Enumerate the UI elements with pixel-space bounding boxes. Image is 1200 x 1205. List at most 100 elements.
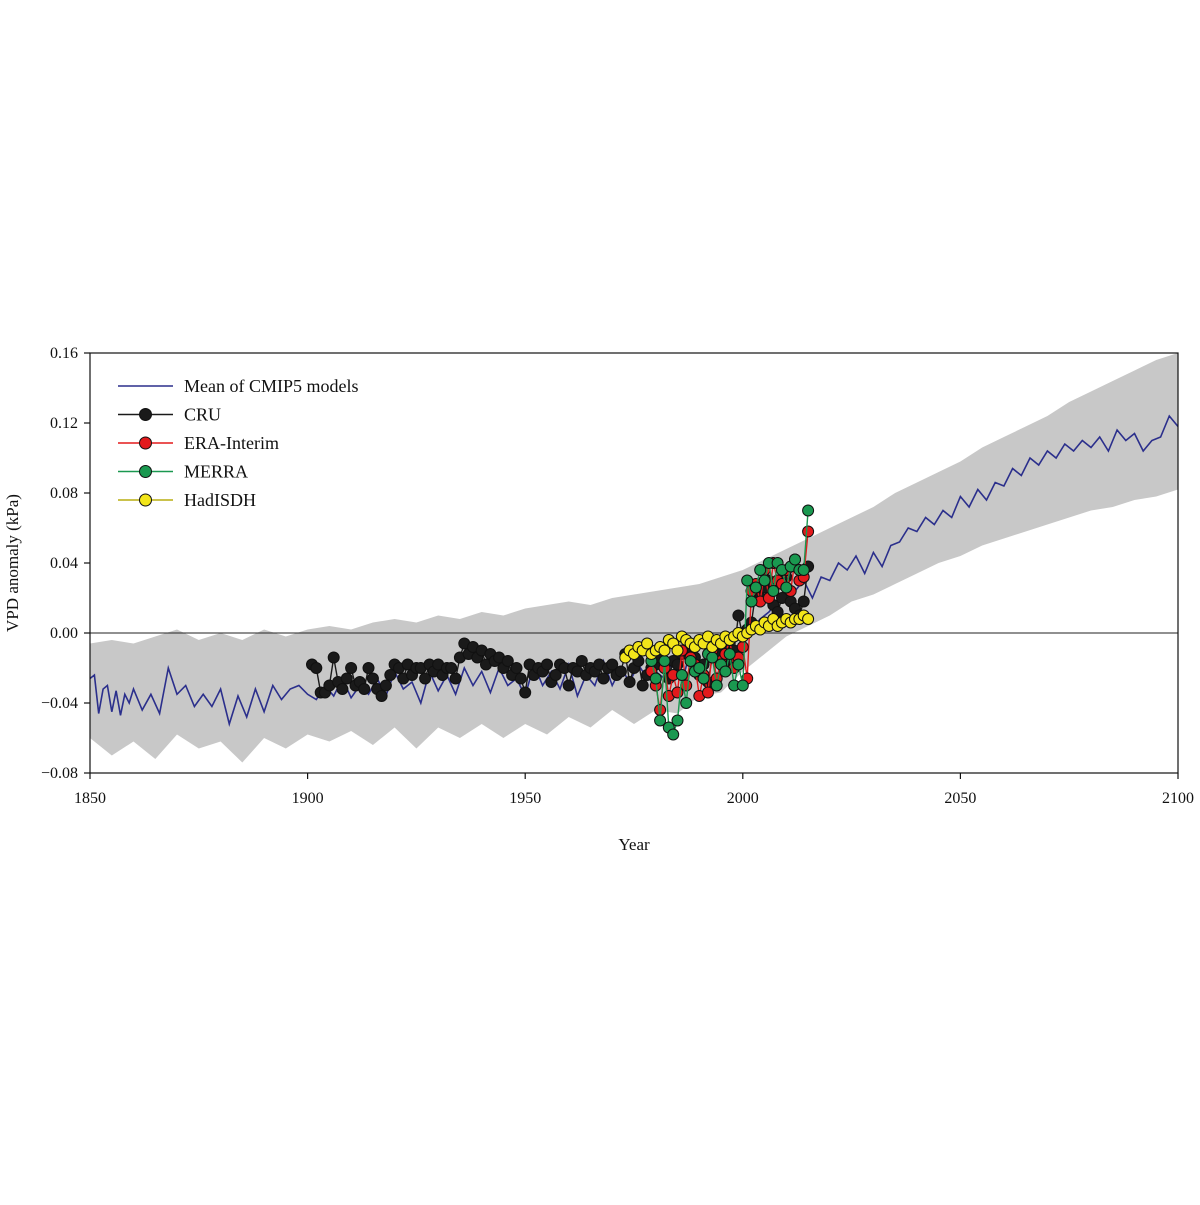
data-point-hadisdh bbox=[658, 644, 671, 657]
data-point-cru bbox=[362, 662, 375, 674]
data-point-cru bbox=[445, 662, 458, 674]
data-point-cru bbox=[732, 609, 745, 622]
x-tick-label: 1850 bbox=[74, 790, 106, 807]
data-point-cru bbox=[310, 662, 323, 674]
data-point-cru bbox=[549, 669, 562, 681]
legend-swatch-marker bbox=[139, 408, 152, 421]
legend-label: HadISDH bbox=[184, 490, 256, 510]
data-point-merra bbox=[741, 574, 754, 587]
x-tick-label: 1900 bbox=[292, 790, 324, 807]
legend: Mean of CMIP5 models CRU ERA-Interim MERRA H… bbox=[118, 376, 359, 510]
cmip5-mean-layer bbox=[90, 414, 1178, 727]
data-point-cru bbox=[327, 651, 340, 664]
data-point-cru bbox=[623, 676, 636, 688]
data-point-merra bbox=[789, 553, 801, 566]
data-point-merra bbox=[745, 595, 758, 608]
data-point-merra bbox=[719, 665, 732, 678]
data-point-merra bbox=[780, 581, 793, 594]
y-tick-label: 0.08 bbox=[50, 485, 78, 502]
y-tick-label: 0.16 bbox=[50, 345, 78, 362]
cmip5-range-layer bbox=[90, 353, 1178, 763]
data-point-merra bbox=[693, 662, 706, 674]
x-tick-label: 1950 bbox=[509, 790, 541, 807]
y-tick-label: 0.04 bbox=[50, 555, 78, 572]
legend-label: Mean of CMIP5 models bbox=[184, 376, 359, 396]
data-point-merra bbox=[658, 655, 671, 667]
data-point-hadisdh bbox=[641, 637, 654, 650]
axes-layer: 1850 1900 1950 2000 2050 2100 −0.08 −0.04 0.00 0.… bbox=[41, 345, 1194, 807]
legend-swatch-marker bbox=[139, 436, 152, 450]
data-point-cru bbox=[340, 672, 353, 685]
data-point-cru bbox=[366, 672, 379, 685]
data-point-merra bbox=[667, 728, 680, 741]
data-point-cru bbox=[449, 672, 462, 685]
data-point-hadisdh bbox=[802, 613, 815, 625]
data-point-cru bbox=[384, 669, 397, 681]
data-point-merra bbox=[754, 564, 767, 576]
data-point-cru bbox=[336, 683, 349, 695]
y-axis-title: VPD anomaly (kPa) bbox=[3, 494, 22, 632]
data-point-cru bbox=[541, 658, 553, 671]
data-point-cru bbox=[501, 655, 514, 667]
x-axis-title: Year bbox=[618, 835, 650, 854]
data-point-merra bbox=[675, 669, 688, 681]
legend-swatch-marker bbox=[139, 465, 152, 478]
data-point-cru bbox=[358, 683, 371, 695]
legend-label: MERRA bbox=[184, 462, 248, 482]
data-point-cru bbox=[797, 595, 810, 608]
cmip5-range-band bbox=[90, 353, 1178, 763]
legend-item-cmip5-mean: Mean of CMIP5 models bbox=[118, 376, 359, 396]
data-point-era-interim bbox=[802, 525, 815, 538]
series-hadisdh bbox=[619, 609, 815, 664]
data-point-cru bbox=[510, 662, 523, 674]
data-point-cru bbox=[375, 690, 388, 702]
observation-series-layer bbox=[306, 504, 815, 741]
data-point-merra bbox=[732, 658, 745, 671]
data-point-cru bbox=[575, 655, 588, 667]
data-point-merra bbox=[680, 697, 693, 709]
data-point-cru bbox=[419, 672, 432, 685]
data-point-cru bbox=[379, 679, 392, 692]
legend-item-cru: CRU bbox=[118, 405, 221, 425]
data-point-era-interim bbox=[736, 641, 749, 653]
y-tick-label: 0.00 bbox=[50, 625, 78, 642]
x-tick-label: 2100 bbox=[1162, 790, 1194, 807]
data-point-merra bbox=[736, 679, 749, 692]
data-point-cru bbox=[345, 662, 358, 674]
data-point-cru bbox=[636, 679, 649, 692]
data-point-merra bbox=[697, 672, 710, 685]
data-point-cru bbox=[514, 672, 527, 685]
legend-label: CRU bbox=[184, 405, 221, 425]
data-point-merra bbox=[767, 585, 780, 597]
x-tick-label: 2000 bbox=[727, 790, 759, 807]
y-tick-label: −0.04 bbox=[41, 695, 78, 712]
data-point-merra bbox=[758, 574, 771, 587]
data-point-merra bbox=[649, 672, 662, 685]
data-point-merra bbox=[671, 714, 684, 727]
legend-swatch-marker bbox=[139, 493, 152, 507]
data-point-merra bbox=[802, 504, 815, 517]
data-point-cru bbox=[562, 679, 575, 692]
data-point-cru bbox=[597, 672, 610, 685]
series-merra bbox=[645, 504, 815, 741]
data-point-merra bbox=[654, 714, 667, 727]
data-point-era-interim bbox=[702, 686, 714, 699]
legend-item-hadisdh: HadISDH bbox=[118, 490, 256, 510]
cmip5-mean-line bbox=[90, 414, 1178, 727]
x-tick-label: 2050 bbox=[944, 790, 976, 807]
data-point-merra bbox=[749, 581, 762, 594]
data-point-cru bbox=[614, 665, 627, 678]
y-tick-label: 0.12 bbox=[50, 415, 78, 432]
y-tick-label: −0.08 bbox=[41, 765, 78, 782]
data-point-merra bbox=[710, 679, 723, 692]
data-point-merra bbox=[723, 648, 736, 660]
data-point-hadisdh bbox=[671, 644, 684, 657]
data-point-cru bbox=[519, 686, 532, 699]
legend-label: ERA-Interim bbox=[184, 433, 279, 453]
data-point-merra bbox=[797, 564, 810, 576]
legend-item-era-interim: ERA-Interim bbox=[118, 433, 279, 453]
legend-item-merra: MERRA bbox=[118, 462, 248, 482]
